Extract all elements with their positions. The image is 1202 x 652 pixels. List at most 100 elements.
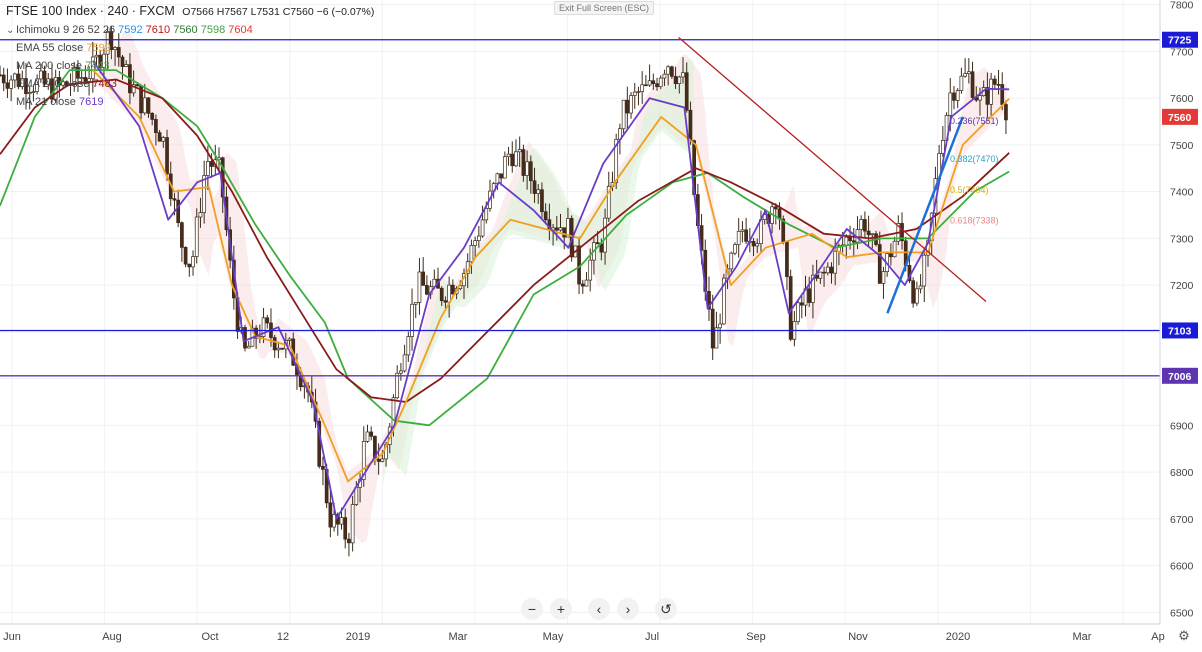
- price-axis-background: [1160, 0, 1202, 624]
- indicator-value: 7619: [78, 96, 104, 108]
- time-tick-label: 2019: [346, 631, 370, 643]
- time-tick-label: Ap: [1151, 631, 1164, 643]
- price-tag-label: 7103: [1168, 325, 1192, 337]
- candle-body: [866, 230, 871, 236]
- indicator-row[interactable]: ⌄ Ichimoku 9 26 52 26 7592 7610 7560 7598…: [6, 24, 374, 36]
- candle-body: [940, 140, 945, 154]
- candle-body: [644, 84, 648, 87]
- exit-fullscreen-button[interactable]: Exit Full Screen (ESC): [554, 1, 655, 15]
- candle-body: [614, 138, 619, 184]
- candle-body: [762, 214, 767, 221]
- candle-body: [46, 78, 51, 85]
- time-tick-label: May: [543, 631, 564, 643]
- candle-body: [361, 441, 366, 480]
- price-tick-label: 7300: [1170, 233, 1194, 245]
- candle-body: [1, 74, 6, 84]
- indicator-value: 7443: [85, 60, 110, 72]
- candle-body: [833, 250, 838, 274]
- candle-body: [632, 91, 637, 96]
- chart-legend: FTSE 100 Index · 240 · FXCM O7566 H7567 …: [6, 4, 374, 108]
- candle-body: [651, 80, 656, 85]
- candle-body: [395, 372, 400, 399]
- price-tick-label: 6900: [1170, 420, 1194, 432]
- candle-body: [5, 82, 10, 89]
- price-tag-label: 7560: [1168, 112, 1192, 124]
- ohlc-readout: O7566 H7567 L7531 C7560 −6 (−0.07%): [182, 6, 375, 18]
- candle-body: [859, 219, 864, 230]
- candle-body: [102, 53, 106, 68]
- candle-body: [851, 240, 856, 243]
- indicator-name: EMA 200 close: [16, 78, 93, 90]
- candle-body: [521, 149, 526, 176]
- indicator-value: 7599: [86, 42, 111, 54]
- candle-body: [410, 303, 414, 337]
- candle-body: [889, 253, 893, 258]
- indicator-row[interactable]: MA 21 close 7619: [6, 96, 374, 108]
- candle-body: [98, 54, 103, 68]
- zoom-in-button[interactable]: +: [550, 598, 572, 620]
- candle-body: [27, 92, 32, 95]
- price-tick-label: 6500: [1170, 607, 1194, 619]
- price-tag: [1162, 108, 1198, 125]
- candle-body: [35, 78, 39, 92]
- candle-body: [911, 280, 916, 304]
- candle-body: [113, 47, 117, 51]
- candle-body: [588, 259, 593, 281]
- gear-icon[interactable]: ⚙: [1178, 628, 1190, 643]
- candle-body: [818, 271, 823, 279]
- candle-body: [662, 73, 667, 79]
- candle-body: [952, 92, 956, 101]
- indicator-row[interactable]: MA 200 close 7443: [6, 60, 374, 72]
- indicator-value: 7560: [170, 24, 198, 36]
- candle-body: [666, 66, 671, 75]
- candle-body: [844, 236, 849, 246]
- candle-body: [321, 465, 325, 470]
- candle-body: [543, 211, 548, 221]
- candle-body: [187, 263, 192, 268]
- price-axis: 7800770076007500740073007200710070006900…: [1159, 0, 1202, 624]
- candle-body: [870, 233, 875, 236]
- time-tick-label: 2020: [946, 631, 970, 643]
- candle-body: [963, 73, 967, 77]
- scroll-right-button[interactable]: ›: [617, 598, 639, 620]
- candle-body: [261, 317, 266, 337]
- indicator-name: Ichimoku 9 26 52 26: [16, 24, 119, 36]
- indicator-row[interactable]: EMA 200 close 7483: [6, 78, 374, 90]
- candle-body: [740, 229, 745, 232]
- zoom-out-button[interactable]: −: [521, 598, 543, 620]
- candle-body: [124, 64, 129, 67]
- candle-body: [848, 236, 852, 242]
- candle-body: [566, 218, 570, 238]
- candle-body: [42, 70, 47, 85]
- moving-averages-layer: [0, 60, 1010, 520]
- price-tick-label: 7500: [1170, 140, 1194, 152]
- chevron-down-icon[interactable]: ⌄: [6, 25, 15, 36]
- candle-body: [536, 189, 541, 194]
- symbol-title: FTSE 100 Index · 240 · FXCM: [6, 4, 175, 18]
- candle-body: [425, 285, 429, 295]
- indicator-value: 7592: [118, 24, 143, 36]
- candle-body: [863, 219, 867, 232]
- candle-body: [183, 247, 188, 265]
- moving-average-line: [0, 78, 1010, 403]
- candle-body: [12, 73, 17, 81]
- candle-body: [480, 219, 485, 237]
- candle-body: [978, 95, 982, 101]
- candle-body: [640, 84, 645, 92]
- indicator-row[interactable]: EMA 55 close 7599: [6, 42, 374, 54]
- candle-body: [989, 78, 993, 105]
- fib-level-label: 0.382(7470): [950, 154, 999, 164]
- candle-body: [194, 216, 199, 257]
- candle-body: [154, 119, 158, 133]
- candle-body: [811, 274, 815, 303]
- candle-body: [343, 517, 348, 540]
- candle-body: [380, 458, 385, 462]
- candle-body: [525, 161, 529, 176]
- reset-chart-button[interactable]: ↺: [655, 598, 677, 620]
- candle-body: [673, 76, 678, 85]
- scroll-left-button[interactable]: ‹: [588, 598, 610, 620]
- candle-body: [369, 431, 374, 437]
- candle-body: [562, 227, 567, 238]
- candle-body: [451, 284, 455, 295]
